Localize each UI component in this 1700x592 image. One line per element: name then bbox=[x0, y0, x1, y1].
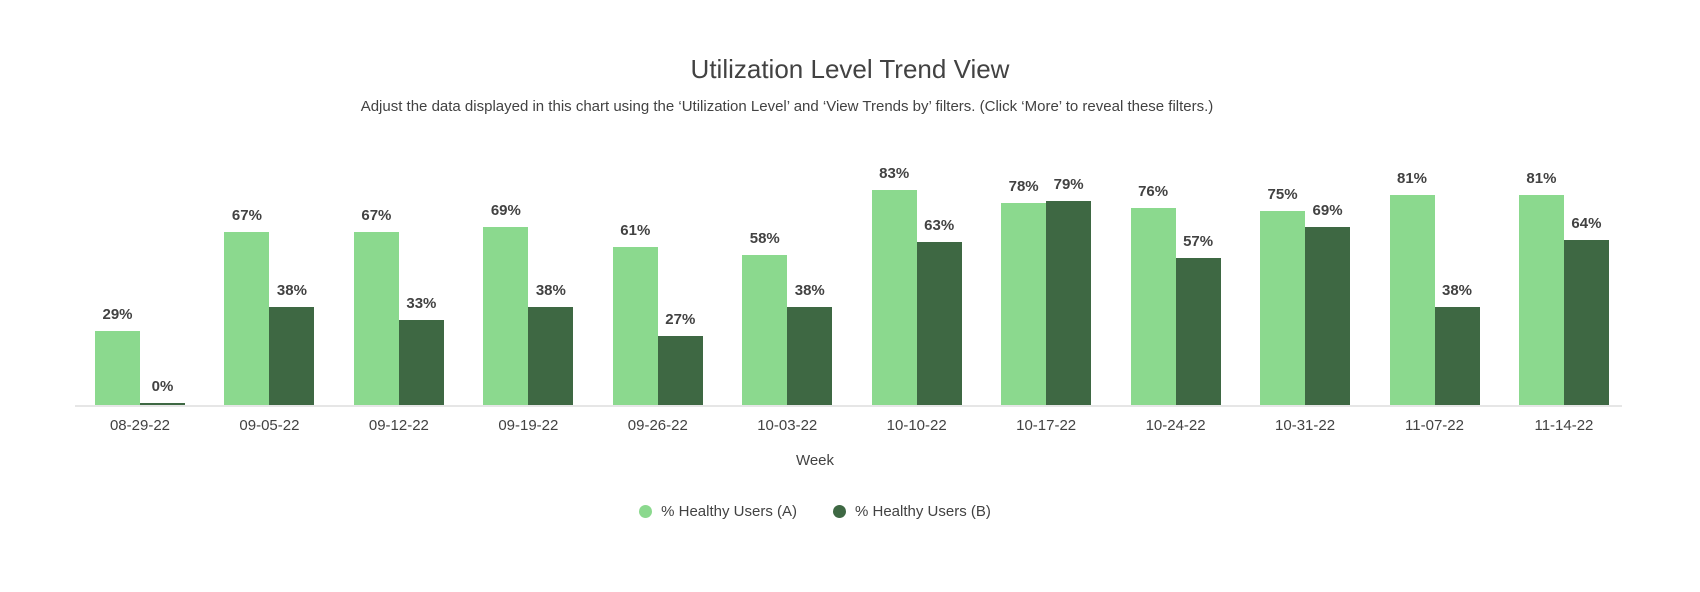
chart-subtitle: Adjust the data displayed in this chart … bbox=[360, 98, 1214, 115]
x-tick-label: 08-29-22 bbox=[109, 417, 171, 434]
bar-series-b[interactable] bbox=[657, 336, 703, 406]
bar-value-label: 69% bbox=[490, 202, 521, 219]
legend-item-series-a: % Healthy Users (A) bbox=[639, 503, 797, 520]
legend-label-series-a: % Healthy Users (A) bbox=[661, 503, 797, 520]
bar-value-label: 76% bbox=[1138, 183, 1169, 200]
bar-value-label: 75% bbox=[1267, 186, 1298, 203]
bar-series-b[interactable] bbox=[916, 242, 962, 406]
x-tick-label: 10-17-22 bbox=[1016, 417, 1077, 434]
legend: % Healthy Users (A) % Healthy Users (B) bbox=[0, 503, 1630, 520]
bar-series-a[interactable] bbox=[1001, 203, 1047, 406]
bar-value-label: 38% bbox=[794, 282, 825, 299]
bar-value-label: 69% bbox=[1312, 202, 1343, 219]
x-tick-label: 11-14-22 bbox=[1534, 417, 1594, 434]
chart-title: Utilization Level Trend View bbox=[690, 54, 1010, 84]
bar-series-b[interactable] bbox=[269, 307, 315, 406]
bar-series-a[interactable] bbox=[353, 232, 399, 406]
bar-value-label: 83% bbox=[879, 165, 910, 182]
x-tick-label: 09-12-22 bbox=[368, 417, 429, 434]
bar-value-label: 67% bbox=[231, 207, 262, 224]
bar-value-label: 0% bbox=[151, 378, 174, 395]
x-tick-label: 11-07-22 bbox=[1405, 417, 1464, 434]
bar-series-a[interactable] bbox=[612, 247, 658, 406]
x-tick-label: 09-05-22 bbox=[239, 417, 300, 434]
bar-value-label: 38% bbox=[276, 282, 307, 299]
bar-series-a[interactable] bbox=[483, 227, 529, 406]
x-axis-line bbox=[75, 405, 1622, 407]
bar-series-a[interactable] bbox=[1389, 195, 1435, 406]
bar-series-b[interactable] bbox=[1305, 227, 1351, 406]
bar-series-a[interactable] bbox=[1260, 211, 1306, 406]
bar-series-b[interactable] bbox=[528, 307, 574, 406]
bar-series-b[interactable] bbox=[1175, 258, 1221, 406]
bar-value-label: 78% bbox=[1008, 178, 1039, 195]
legend-item-series-b: % Healthy Users (B) bbox=[833, 503, 991, 520]
bar-value-label: 63% bbox=[924, 217, 955, 234]
x-tick-label: 10-10-22 bbox=[886, 417, 947, 434]
bar-value-label: 79% bbox=[1053, 176, 1084, 193]
bar-value-label: 27% bbox=[665, 311, 696, 328]
legend-label-series-b: % Healthy Users (B) bbox=[855, 503, 991, 520]
bar-series-b[interactable] bbox=[140, 403, 185, 406]
bar-value-label: 64% bbox=[1571, 215, 1602, 232]
bar-series-a[interactable] bbox=[871, 190, 917, 406]
bar-value-label: 67% bbox=[361, 207, 392, 224]
bar-value-label: 81% bbox=[1526, 170, 1557, 187]
bar-series-b[interactable] bbox=[1434, 307, 1480, 406]
bar-value-label: 33% bbox=[406, 295, 437, 312]
x-axis-title: Week bbox=[795, 452, 835, 469]
bar-value-label: 29% bbox=[102, 306, 133, 323]
bar-value-label: 38% bbox=[1441, 282, 1473, 299]
bar-series-b[interactable] bbox=[1563, 240, 1609, 406]
bar-value-label: 57% bbox=[1183, 233, 1214, 250]
bar-series-b[interactable] bbox=[398, 320, 444, 406]
x-tick-label: 10-24-22 bbox=[1145, 417, 1206, 434]
x-tick-label: 10-31-22 bbox=[1275, 417, 1336, 434]
bar-series-b[interactable] bbox=[787, 307, 833, 406]
x-tick-label: 09-26-22 bbox=[627, 417, 688, 434]
series-b-swatch-icon bbox=[833, 505, 846, 518]
bar-value-label: 81% bbox=[1396, 170, 1428, 187]
bar-series-a[interactable] bbox=[224, 232, 270, 406]
bar-series-a[interactable] bbox=[1130, 208, 1176, 406]
bar-series-a[interactable] bbox=[95, 331, 140, 406]
bar-series-b[interactable] bbox=[1046, 201, 1092, 406]
series-a-swatch-icon bbox=[639, 505, 653, 518]
x-tick-label: 09-19-22 bbox=[498, 417, 559, 434]
x-tick-label: 10-03-22 bbox=[757, 417, 818, 434]
bar-series-a[interactable] bbox=[1518, 195, 1564, 406]
bar-value-label: 61% bbox=[620, 222, 651, 239]
bar-series-a[interactable] bbox=[742, 255, 788, 406]
bar-value-label: 38% bbox=[535, 282, 566, 299]
bar-value-label: 58% bbox=[749, 230, 780, 247]
